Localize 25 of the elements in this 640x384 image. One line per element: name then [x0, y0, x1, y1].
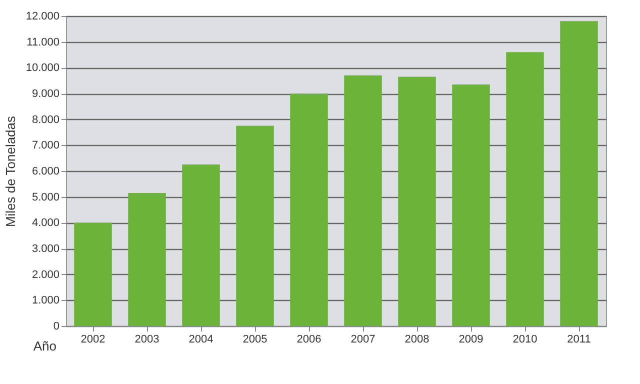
- y-tick-label: 5.000: [32, 191, 60, 204]
- x-tick-label: 2008: [404, 334, 430, 346]
- y-tick-label: 3.000: [32, 243, 60, 255]
- y-tick-label: 1.000: [32, 294, 60, 307]
- x-tick-label: 2004: [188, 334, 214, 346]
- y-tick-label: 8.000: [32, 114, 60, 126]
- x-tick-label: 2007: [350, 334, 376, 346]
- y-tick-label: 4.000: [32, 217, 60, 230]
- y-tick-label: 0: [53, 320, 60, 332]
- x-tick-label: 2010: [512, 334, 538, 346]
- y-tick-label: 11.000: [26, 36, 60, 48]
- x-tick-label: 2006: [296, 334, 322, 346]
- x-tick-label: 2003: [134, 334, 160, 346]
- x-axis-title: Año: [33, 338, 56, 354]
- x-tick-label: 2009: [458, 334, 484, 346]
- y-axis-title: Miles de Toneladas: [2, 115, 18, 228]
- x-tick-label: 2011: [567, 334, 591, 346]
- y-tick-label: 10.000: [26, 62, 60, 74]
- y-tick-label: 9.000: [32, 88, 60, 100]
- y-tick-label: 7.000: [32, 140, 60, 152]
- x-tick-label: 2002: [80, 334, 106, 346]
- y-tick-label: 2.000: [32, 268, 60, 281]
- x-tick-label: 2005: [242, 334, 268, 346]
- y-tick-label: 12.000: [26, 10, 60, 22]
- y-tick-label: 6.000: [32, 166, 60, 178]
